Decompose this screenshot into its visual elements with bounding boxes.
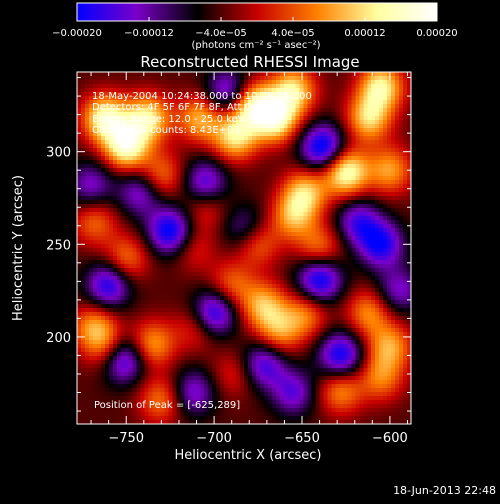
colorbar (76, 2, 438, 22)
y-axis-tick-label: 250 (46, 238, 71, 253)
colorbar-tick-label: −4.0e−05 (195, 28, 247, 39)
x-axis-tick-label: −650 (284, 431, 320, 446)
annotation-energy-range: Energy Range: 12.0 - 25.0 keV (92, 114, 245, 125)
x-axis-ticks: −750 −700 −650 −600 (90, 72, 408, 446)
colorbar-tick-label: 0.00020 (416, 28, 457, 39)
annotation-clean: Clean Total counts: 8.43E+03 (92, 125, 240, 136)
colorbar-unit-label: (photons cm⁻² s⁻¹ asec⁻²) (191, 40, 320, 51)
y-axis-label: Heliocentric Y (arcsec) (11, 175, 26, 321)
x-axis-tick-label: −700 (196, 431, 232, 446)
y-axis-tick-label: 300 (46, 146, 71, 161)
colorbar-tick-label: −0.00012 (124, 28, 174, 39)
y-axis-tick-label: 200 (46, 331, 71, 346)
chart-title: Reconstructed RHESSI Image (140, 53, 359, 71)
plot-frame (76, 71, 412, 425)
annotation-peak-position: Position of Peak = [-625,289] (94, 400, 240, 411)
heatmap-image (77, 72, 411, 424)
y-axis-ticks: 200 250 300 (46, 77, 411, 412)
footer-date: 18-Jun-2013 22:48 (393, 484, 496, 497)
annotation-time-range: 18-May-2004 10:24:38.000 to 10:28:56.000 (92, 91, 312, 102)
x-axis-tick-label: −750 (108, 431, 144, 446)
colorbar-tick-label: 4.0e−05 (271, 28, 314, 39)
x-axis-label: Heliocentric X (arcsec) (175, 448, 322, 463)
annotation-detectors: Detectors: 4F 5F 6F 7F 8F, Att 0 (92, 102, 251, 113)
colorbar-tick-label: −0.00020 (52, 28, 102, 39)
x-axis-tick-label: −600 (372, 431, 408, 446)
colorbar-tick-label: 0.00012 (344, 28, 385, 39)
colorbar-ticks: −0.00020 −0.00012 −4.0e−05 4.0e−05 0.00012 0.… (52, 17, 458, 39)
